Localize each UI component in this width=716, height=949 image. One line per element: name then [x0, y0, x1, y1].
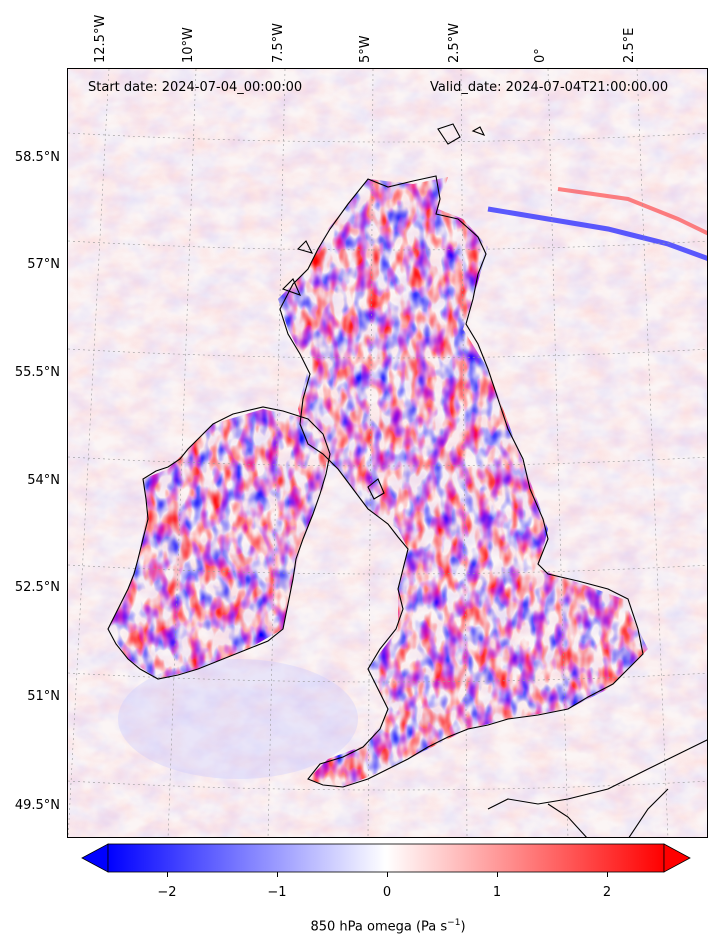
- coastlines: [107, 123, 707, 837]
- lon-label-2.5e: 2.5°E: [622, 27, 637, 63]
- colorbar-tick-neg1: −1: [267, 885, 287, 900]
- colorbar-tick-neg2: −2: [157, 885, 177, 900]
- colorbar-label: 850 hPa omega (Pa s−1): [0, 918, 716, 934]
- graticule: [68, 69, 707, 837]
- colorbar-label-exponent: −1: [447, 918, 461, 928]
- colorbar: [81, 843, 691, 873]
- lon-label-10w: 10°W: [181, 27, 196, 63]
- lat-label-54n: 54°N: [27, 473, 60, 488]
- colorbar-extend-max: [663, 843, 691, 873]
- colorbar-tickmark-2: [607, 872, 608, 877]
- colorbar-label-close: ): [460, 919, 466, 935]
- colorbar-extend-min: [81, 843, 109, 873]
- valid-date-label: Valid_date: 2024-07-04T21:00:00.00: [430, 80, 669, 95]
- omega-map[interactable]: Start date: 2024-07-04_00:00:00 Valid_da…: [67, 68, 708, 838]
- start-date-label: Start date: 2024-07-04_00:00:00: [88, 80, 303, 95]
- lon-label-2.5w: 2.5°W: [447, 22, 462, 63]
- lat-label-57n: 57°N: [27, 257, 60, 272]
- lon-label-12.5w: 12.5°W: [93, 14, 108, 63]
- lat-label-51n: 51°N: [27, 689, 60, 704]
- lon-label-5w: 5°W: [358, 35, 373, 63]
- lat-label-49.5n: 49.5°N: [14, 798, 60, 813]
- map-canvas: [68, 69, 707, 837]
- lat-label-52.5n: 52.5°N: [14, 580, 60, 595]
- colorbar-bar: [107, 843, 665, 873]
- colorbar-label-text: 850 hPa omega (Pa s: [310, 919, 448, 935]
- lon-label-0: 0°: [533, 48, 548, 63]
- colorbar-tick-0: 0: [382, 885, 392, 900]
- colorbar-tickmark-neg2: [167, 872, 168, 877]
- lat-label-55.5n: 55.5°N: [14, 365, 60, 380]
- colorbar-tickmark-0: [387, 872, 388, 877]
- lon-label-7.5w: 7.5°W: [271, 22, 286, 63]
- colorbar-tick-2: 2: [602, 885, 612, 900]
- colorbar-tickmark-neg1: [277, 872, 278, 877]
- colorbar-tick-1: 1: [492, 885, 502, 900]
- colorbar-tickmark-1: [497, 872, 498, 877]
- lat-label-58.5n: 58.5°N: [14, 150, 60, 165]
